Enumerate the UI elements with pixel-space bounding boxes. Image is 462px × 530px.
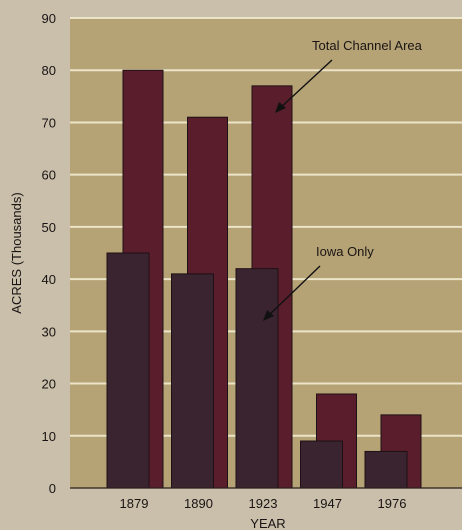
annotation-arrowhead-total [275, 102, 286, 113]
y-axis-label: ACRES (Thousands) [9, 192, 24, 313]
x-tick-label: 1879 [120, 496, 149, 511]
y-tick-label: 50 [42, 220, 56, 235]
bar-iowa-1947 [300, 440, 343, 489]
x-axis-label: YEAR [250, 516, 285, 530]
x-tick-label: 1976 [378, 496, 407, 511]
x-tick-label: 1923 [249, 496, 278, 511]
annotation-iowa-only: Iowa Only [316, 244, 374, 259]
y-tick-labels: 0 10 20 30 40 50 60 70 80 90 [42, 11, 56, 496]
y-tick-label: 70 [42, 115, 56, 130]
y-tick-label: 20 [42, 377, 56, 392]
x-tick-label: 1890 [184, 496, 213, 511]
bar-iowa-1976 [364, 450, 408, 489]
y-tick-label: 60 [42, 168, 56, 183]
y-tick-label: 10 [42, 429, 56, 444]
annotation-total-channel-area: Total Channel Area [312, 38, 423, 53]
annotation-arrow-iowa [265, 265, 321, 319]
annotation-arrow-total [277, 59, 333, 111]
annotation-arrowhead-iowa [263, 310, 274, 321]
bar-iowa-1890 [171, 273, 214, 489]
x-tick-label: 1947 [313, 496, 342, 511]
y-tick-label: 90 [42, 11, 56, 26]
bar-iowa-1879 [106, 252, 150, 489]
y-tick-label: 0 [49, 481, 56, 496]
y-tick-label: 40 [42, 272, 56, 287]
y-tick-label: 30 [42, 324, 56, 339]
y-tick-label: 80 [42, 63, 56, 78]
bars [106, 69, 422, 489]
bar-iowa-1923 [235, 268, 279, 489]
x-tick-labels: 1879 1890 1923 1947 1976 [120, 496, 407, 511]
